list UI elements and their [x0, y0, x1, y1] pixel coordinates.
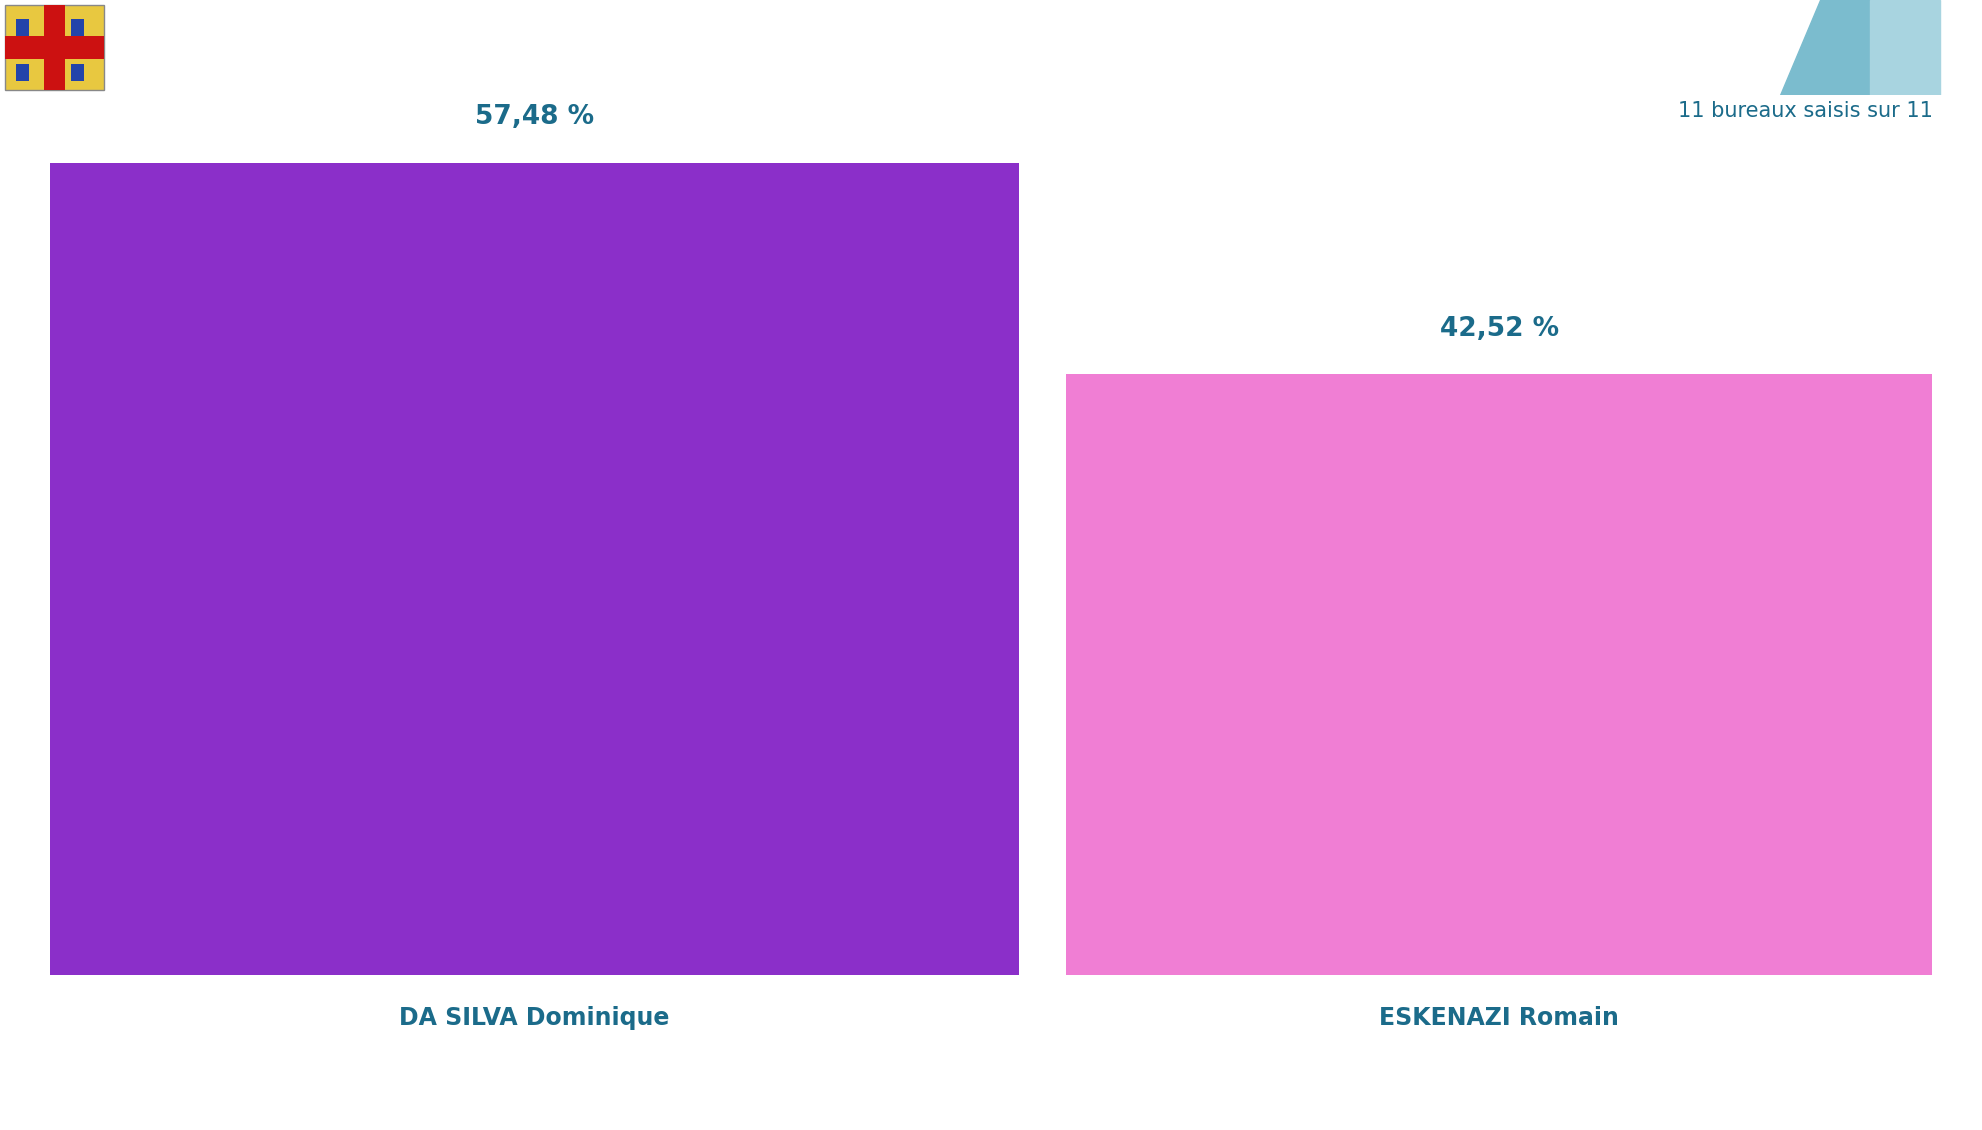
Bar — [71, 19, 83, 36]
Text: 11 bureaux saisis sur 11: 11 bureaux saisis sur 11 — [1677, 101, 1932, 121]
Text: 57,48 %: 57,48 % — [476, 104, 595, 130]
Bar — [50, 163, 1019, 975]
Bar — [16, 63, 30, 80]
Text: RÉSULTATS DÉFINITIFS DE L'ÉLECTION: RÉSULTATS DÉFINITIFS DE L'ÉLECTION — [614, 28, 1447, 67]
Bar — [44, 5, 65, 90]
Bar — [71, 63, 83, 80]
Text: En raison des règles d'arrondis le total peut être inférieur à 100%: En raison des règles d'arrondis le total… — [30, 1087, 575, 1105]
Text: 42,52 %: 42,52 % — [1439, 315, 1560, 341]
Text: ESKENAZI Romain: ESKENAZI Romain — [1379, 1007, 1619, 1031]
Polygon shape — [1869, 0, 1940, 95]
Text: DA SILVA Dominique: DA SILVA Dominique — [398, 1007, 670, 1031]
Text: LÉGISLATIVES 2022 Tour 2: LÉGISLATIVES 2022 Tour 2 — [1734, 1087, 1952, 1105]
Bar — [6, 36, 103, 59]
Bar — [16, 19, 30, 36]
Polygon shape — [1780, 0, 1869, 95]
Bar — [1066, 374, 1932, 975]
